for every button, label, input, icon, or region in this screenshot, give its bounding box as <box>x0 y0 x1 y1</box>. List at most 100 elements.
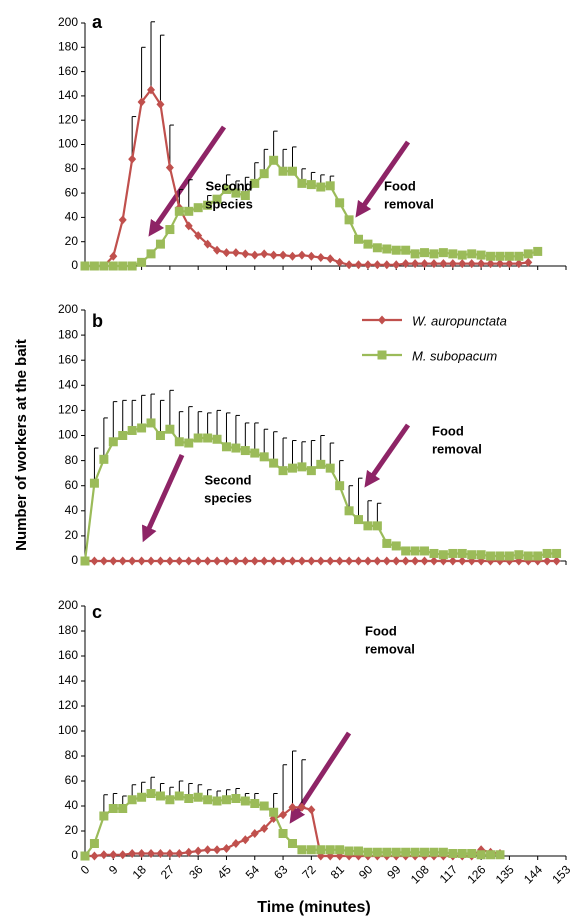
y-tick-label: 100 <box>58 723 78 737</box>
marker <box>297 178 307 188</box>
error-bar <box>282 764 288 815</box>
marker <box>250 799 260 808</box>
marker <box>231 248 240 258</box>
marker <box>429 847 439 857</box>
marker <box>448 548 458 558</box>
marker <box>231 794 241 803</box>
marker <box>240 446 250 456</box>
error-bar <box>150 21 156 90</box>
marker <box>457 250 467 260</box>
x-tick-label: 153 <box>549 862 572 886</box>
error-bar <box>254 422 259 454</box>
marker <box>165 225 175 235</box>
marker <box>147 85 156 95</box>
marker <box>429 249 439 259</box>
legend-label: W. auropunctata <box>412 313 507 328</box>
marker <box>411 556 420 566</box>
marker <box>514 550 524 560</box>
legend-marker <box>378 315 386 325</box>
marker <box>287 463 297 473</box>
marker <box>137 423 147 433</box>
marker <box>467 249 477 259</box>
marker <box>259 452 269 462</box>
marker <box>108 804 118 813</box>
y-tick-label: 80 <box>65 453 79 467</box>
error-bar <box>291 750 297 808</box>
marker <box>326 254 335 264</box>
marker <box>213 556 222 566</box>
marker <box>89 839 99 848</box>
marker <box>514 259 523 269</box>
x-tick-label: 18 <box>130 862 150 882</box>
marker <box>203 795 213 805</box>
marker <box>476 850 486 860</box>
marker <box>184 438 194 448</box>
marker <box>344 215 354 225</box>
marker <box>363 556 372 566</box>
marker <box>146 249 156 259</box>
legend-marker <box>377 350 387 360</box>
marker <box>193 203 203 213</box>
marker <box>325 181 335 191</box>
series <box>81 21 533 271</box>
marker <box>203 845 212 855</box>
marker <box>429 556 438 566</box>
marker <box>476 250 486 260</box>
marker <box>146 418 156 428</box>
marker <box>155 239 165 249</box>
marker <box>221 184 231 194</box>
series <box>80 389 562 566</box>
marker <box>278 829 288 838</box>
marker <box>420 556 429 566</box>
marker <box>391 245 401 255</box>
error-bar <box>141 46 146 102</box>
marker <box>495 850 505 860</box>
x-tick-label: 63 <box>271 862 291 882</box>
marker <box>316 252 325 262</box>
marker <box>194 556 203 566</box>
marker <box>439 259 448 269</box>
marker <box>184 556 193 566</box>
marker <box>212 434 222 444</box>
marker <box>278 466 288 476</box>
error-bar <box>178 411 184 442</box>
marker <box>250 250 259 260</box>
marker <box>156 99 165 109</box>
marker <box>99 261 109 271</box>
annotation: Food <box>365 623 397 638</box>
x-tick-label: 108 <box>408 862 432 886</box>
marker <box>260 824 269 833</box>
error-bar <box>131 116 137 160</box>
marker <box>354 846 364 856</box>
marker <box>259 169 269 179</box>
y-tick-label: 200 <box>58 15 78 29</box>
marker <box>109 251 118 261</box>
marker <box>363 847 373 857</box>
marker <box>354 234 364 244</box>
marker <box>241 249 250 259</box>
marker <box>552 548 562 558</box>
marker <box>118 215 127 225</box>
error-bar <box>159 34 165 105</box>
marker <box>382 244 392 254</box>
y-tick-label: 0 <box>71 553 78 567</box>
marker <box>99 811 109 821</box>
y-tick-label: 20 <box>65 528 79 542</box>
error-bar <box>103 417 108 460</box>
marker <box>287 839 297 848</box>
marker <box>156 556 165 566</box>
marker <box>344 506 354 516</box>
marker <box>250 178 260 188</box>
marker <box>203 433 213 443</box>
y-tick-label: 80 <box>65 748 79 762</box>
marker <box>335 845 345 855</box>
marker <box>118 431 128 440</box>
arrow <box>289 731 352 824</box>
error-bar <box>112 401 118 442</box>
marker <box>90 556 99 566</box>
marker <box>458 556 467 566</box>
marker <box>118 261 128 271</box>
marker <box>476 550 486 560</box>
marker <box>467 550 477 560</box>
